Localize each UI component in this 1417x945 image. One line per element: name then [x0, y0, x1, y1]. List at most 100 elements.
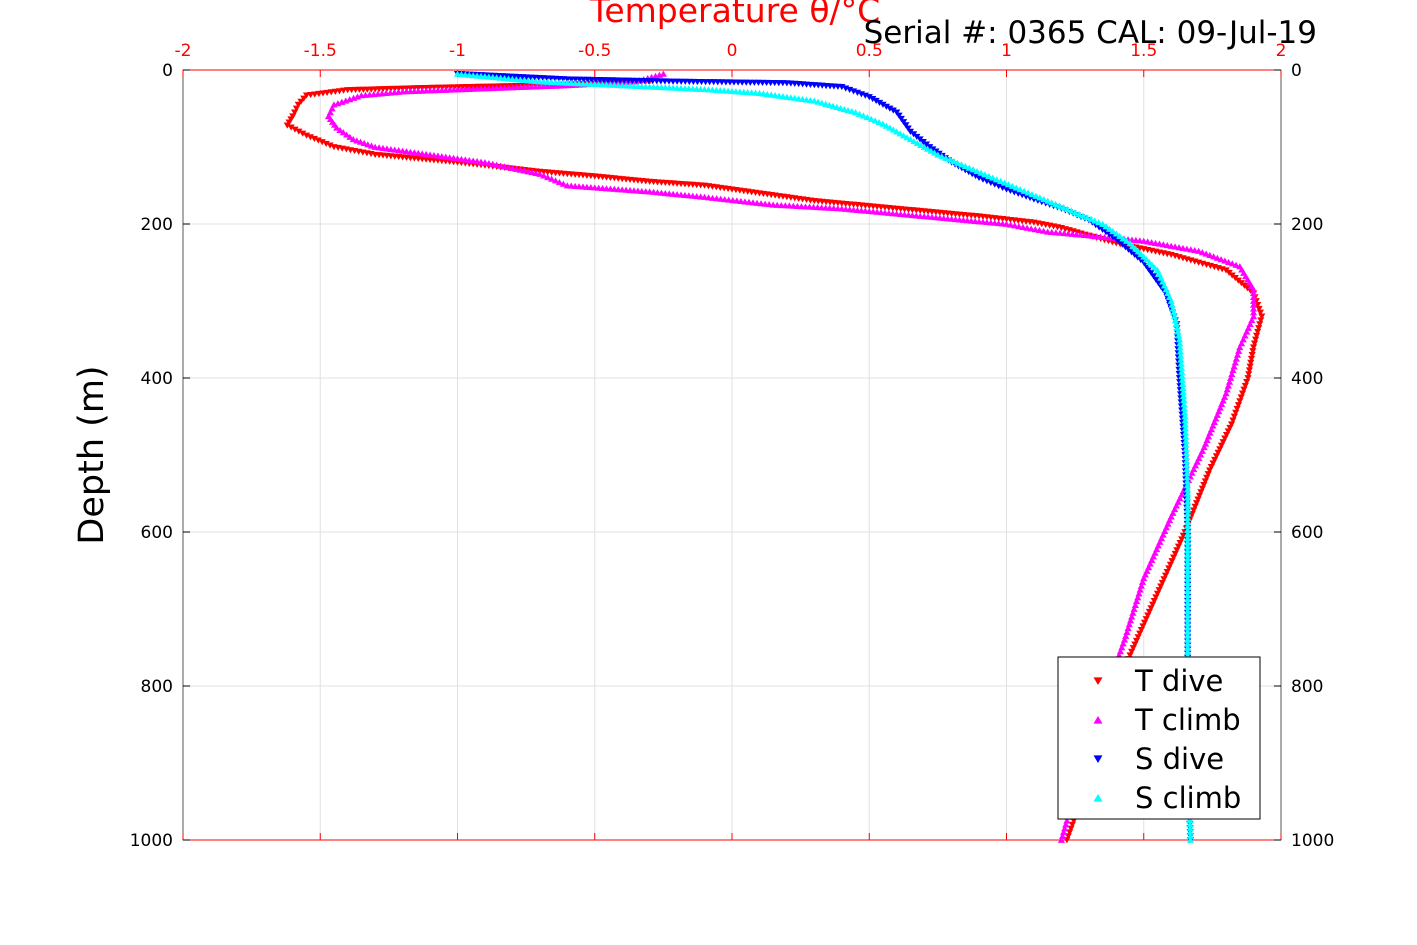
- data-point: [1140, 574, 1148, 582]
- data-point: [1184, 587, 1192, 594]
- data-point: [1170, 313, 1179, 320]
- data-point: [1184, 490, 1192, 497]
- data-point: [1031, 226, 1039, 233]
- data-point: [1184, 648, 1192, 655]
- data-point: [1219, 439, 1227, 446]
- data-point: [1128, 648, 1136, 655]
- y-tick-label-right: 600: [1291, 523, 1323, 543]
- data-point: [334, 100, 342, 107]
- y-tick-label-right: 0: [1291, 61, 1302, 81]
- data-point: [1000, 179, 1009, 186]
- data-point: [1179, 388, 1187, 396]
- data-point: [1184, 623, 1192, 631]
- data-point: [1232, 261, 1240, 268]
- data-point: [1184, 628, 1192, 635]
- data-point: [1068, 821, 1076, 828]
- x-tick-label: 1: [1001, 41, 1012, 61]
- y-tick-label-left: 600: [141, 523, 173, 543]
- data-point: [1233, 405, 1241, 413]
- data-point: [294, 101, 302, 108]
- legend: T dive T climb S dive S climb: [1057, 656, 1261, 820]
- x-tick-label: -0.5: [578, 41, 611, 61]
- data-point: [1184, 599, 1192, 606]
- y-tick-label-right: 1000: [1291, 831, 1334, 851]
- data-point: [289, 113, 297, 120]
- data-point: [969, 166, 977, 173]
- data-point: [1061, 825, 1069, 832]
- data-point: [1131, 601, 1139, 609]
- data-point: [1157, 583, 1165, 590]
- data-point: [283, 122, 291, 129]
- data-point: [1063, 817, 1071, 824]
- legend-label: T dive: [1134, 664, 1223, 698]
- data-point: [1139, 623, 1147, 630]
- data-point: [1158, 579, 1166, 586]
- data-point: [1087, 215, 1095, 222]
- data-point: [1178, 536, 1186, 543]
- data-point: [1237, 394, 1245, 401]
- data-point: [1249, 344, 1258, 351]
- y-tick-label-left: 0: [162, 61, 173, 81]
- data-point: [1153, 590, 1162, 597]
- data-point: [551, 177, 560, 184]
- y-tick-label-right: 400: [1291, 369, 1323, 389]
- data-point: [998, 184, 1007, 191]
- x-tick-label: 0.5: [856, 41, 883, 61]
- data-point: [285, 119, 293, 126]
- data-point: [1160, 576, 1168, 583]
- data-point: [544, 174, 552, 181]
- data-point: [1172, 320, 1180, 327]
- data-point: [946, 156, 954, 163]
- data-point: [1184, 551, 1192, 558]
- data-point: [917, 141, 925, 148]
- data-point: [1241, 382, 1249, 389]
- data-point: [886, 124, 894, 131]
- y-tick-label-right: 800: [1291, 677, 1323, 697]
- data-point: [1255, 305, 1263, 312]
- data-point: [1095, 219, 1103, 226]
- data-point: [1181, 417, 1189, 424]
- data-point: [1192, 500, 1201, 507]
- data-point: [1149, 273, 1158, 280]
- data-point: [869, 95, 877, 103]
- data-point: [896, 130, 904, 137]
- data-point: [1119, 235, 1127, 242]
- data-point: [306, 134, 315, 141]
- legend-marker: [1093, 715, 1103, 724]
- data-point: [1057, 836, 1065, 843]
- legend-box: [1057, 656, 1261, 820]
- data-point: [1128, 613, 1136, 620]
- data-point: [1144, 612, 1152, 619]
- data-point: [1161, 572, 1170, 579]
- data-point: [1214, 449, 1222, 456]
- legend-label: S dive: [1135, 742, 1224, 776]
- data-point: [1184, 603, 1192, 610]
- data-point: [872, 97, 880, 105]
- data-point: [993, 176, 1001, 183]
- x-tick-label: -2: [175, 41, 192, 61]
- data-point: [973, 167, 981, 175]
- data-point: [1257, 317, 1265, 324]
- data-point: [1181, 409, 1189, 416]
- data-point: [1249, 293, 1258, 301]
- data-point: [1182, 453, 1190, 460]
- data-point: [1125, 621, 1133, 628]
- data-point: [1206, 251, 1214, 259]
- data-point: [346, 133, 354, 140]
- data-point: [1209, 460, 1217, 467]
- data-point: [1170, 554, 1178, 561]
- data-point: [299, 130, 307, 137]
- data-point: [977, 169, 985, 176]
- data-point: [1249, 301, 1258, 308]
- data-point: [893, 128, 901, 135]
- data-point: [910, 137, 918, 145]
- data-point: [886, 105, 894, 112]
- data-point: [1247, 359, 1255, 366]
- data-point: [1197, 489, 1205, 496]
- data-point: [659, 70, 667, 77]
- data-point: [957, 161, 966, 168]
- data-point: [1246, 363, 1254, 370]
- data-point: [1194, 496, 1202, 503]
- data-point: [1210, 253, 1218, 260]
- data-point: [1155, 587, 1163, 594]
